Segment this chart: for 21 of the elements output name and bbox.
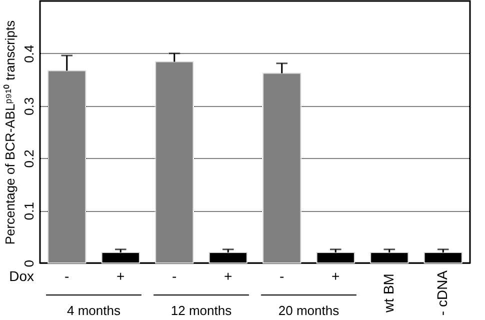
x-tick-label: + [332, 268, 340, 284]
x-tick-label: + [224, 268, 232, 284]
y-tick-label: 0 [22, 260, 36, 268]
bar [155, 61, 194, 264]
bar [48, 70, 86, 264]
x-tick-label: - [172, 268, 178, 284]
y-tick-label: 0.3 [22, 97, 36, 116]
x-tick-label: - [64, 268, 70, 284]
text: 20 months [278, 303, 340, 318]
bar [262, 72, 302, 264]
y-tick-label: 0.1 [22, 202, 36, 220]
y-axis-title: Percentage of BCR-ABLᵖ⁹¹⁰ transcripts [2, 20, 18, 245]
x-tick-label: + [116, 268, 125, 284]
y-tick-label: 0.2 [22, 150, 36, 168]
x-tick-label: - cDNA [434, 270, 450, 316]
x-tick-label: wt BM [380, 274, 396, 314]
x-tick-label: - [280, 268, 285, 284]
text: 12 months [170, 303, 232, 318]
y-tick-label: 0.4 [22, 44, 36, 63]
text: Dox [9, 268, 34, 284]
text: 4 months [67, 303, 121, 318]
